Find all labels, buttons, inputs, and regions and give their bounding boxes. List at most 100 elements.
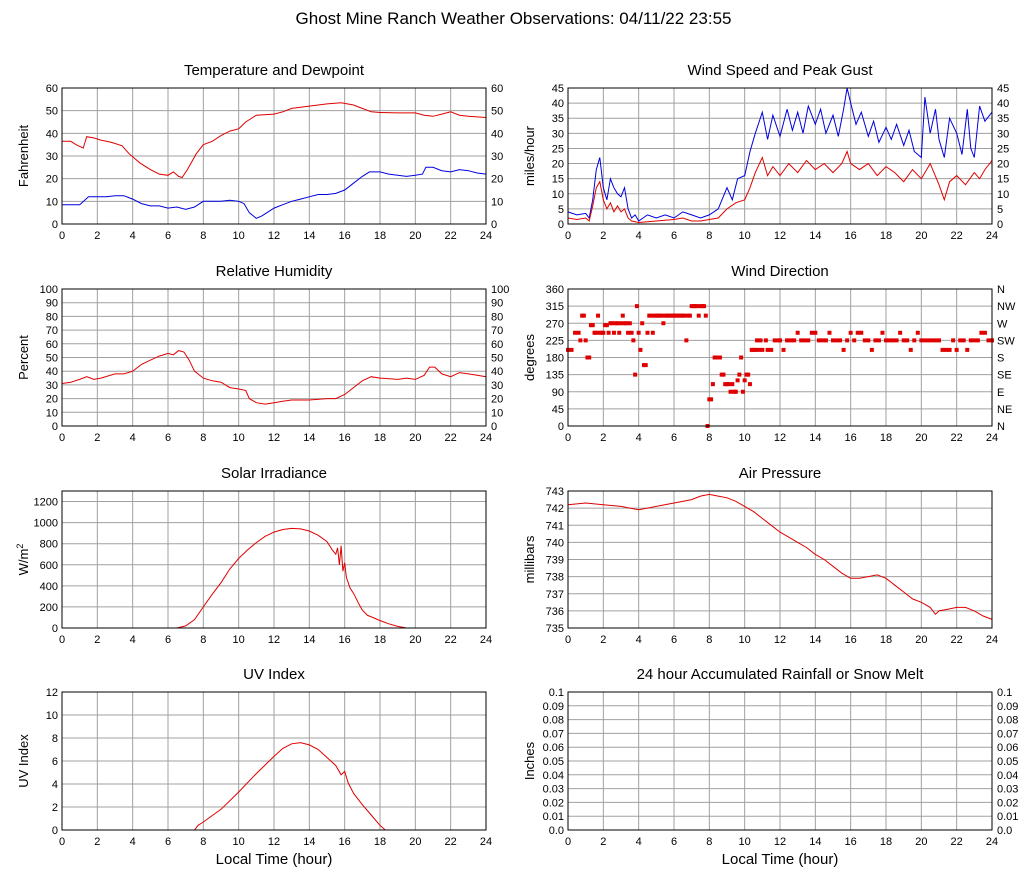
y-tick-label: 800 [40,539,58,551]
x-tick-label: 16 [339,836,351,848]
y-tick-label: 40 [46,128,58,140]
right-tick-label: 0.08 [997,715,1018,727]
wind-direction-point [733,389,738,394]
wind-direction-point [581,313,586,318]
wind-direction-point [968,338,973,343]
right-tick-label: N [997,421,1005,433]
right-tick-label: 90 [491,298,503,310]
y-tick-label: 20 [552,159,564,171]
rain-xlabel: Local Time (hour) [722,851,839,868]
wind-direction-point [710,382,715,387]
uv-plot-frame [61,691,487,831]
y-tick-label: 100 [40,284,58,296]
wind-direction-point [721,372,726,377]
wind-direction-point [643,363,648,368]
x-tick-label: 16 [845,432,857,444]
x-tick-label: 12 [268,634,280,646]
right-tick-label: 35 [997,113,1009,125]
x-tick-label: 6 [165,230,171,242]
x-tick-label: 8 [200,230,206,242]
x-tick-label: 18 [880,432,892,444]
right-tick-label: 60 [491,83,503,95]
y-tick-label: 5 [558,204,564,216]
wind-direction-point [702,304,707,309]
wind-direction-point [781,347,786,352]
wdir-title: Wind Direction [731,263,829,280]
x-tick-label: 6 [671,432,677,444]
right-tick-label: 0 [491,421,497,433]
wind-direction-point [831,338,835,343]
right-tick-label: 0 [491,219,497,231]
wind-direction-point [947,347,952,352]
right-tick-label: 0.06 [997,742,1018,754]
x-tick-label: 24 [986,432,998,444]
y-tick-label: 15 [552,174,564,186]
x-tick-label: 4 [130,432,136,444]
x-tick-label: 0 [565,836,571,848]
y-tick-label: 360 [546,284,564,296]
wind-direction-point [855,330,860,335]
wind-direction-point [735,378,740,383]
x-tick-label: 4 [130,634,136,646]
wind-direction-point [954,347,959,352]
x-tick-label: 6 [671,836,677,848]
right-tick-label: 0.1 [997,687,1012,699]
x-tick-label: 4 [636,230,642,242]
wind-direction-point [919,338,924,343]
x-tick-label: 14 [303,836,315,848]
wind-direction-point [594,330,599,335]
x-tick-label: 22 [445,432,457,444]
y-tick-label: 30 [552,128,564,140]
x-tick-label: 20 [409,230,421,242]
wind-direction-point [944,347,949,352]
x-tick-label: 16 [339,230,351,242]
wind-direction-point [620,313,625,318]
y-tick-label: 0.0 [549,825,564,837]
y-tick-label: 70 [46,325,58,337]
right-tick-label: 5 [997,204,1003,216]
right-tick-label: 30 [491,380,503,392]
wind-title: Wind Speed and Peak Gust [687,62,873,79]
pressure-ylabel: millibars [522,535,537,583]
y-tick-label: 0.09 [543,701,564,713]
wind-direction-point [887,338,892,343]
x-tick-label: 4 [636,634,642,646]
wind-direction-point [845,338,850,343]
right-tick-label: 25 [997,143,1009,155]
x-tick-label: 2 [600,634,606,646]
wind-direction-point [940,347,945,352]
y-tick-label: 200 [40,602,58,614]
y-tick-label: 0.03 [543,784,564,796]
right-tick-label: N [997,284,1005,296]
wind-direction-point [717,355,722,360]
wind-direction-point [615,321,620,326]
wind-direction-point [880,330,885,335]
rain-ylabel: Inches [522,741,537,780]
wind-direction-point [728,389,733,394]
wind-direction-point [862,338,867,343]
wind-direction-point [687,313,692,318]
wdir-ylabel: degrees [522,334,537,381]
wind-direction-point [573,330,578,335]
x-tick-label: 0 [59,432,65,444]
right-tick-label: 45 [997,83,1009,95]
y-tick-label: 10 [46,407,58,419]
solar-ylabel: W/m2 [15,544,31,576]
x-tick-label: 10 [233,634,245,646]
x-tick-label: 8 [706,836,712,848]
wind-direction-point [755,338,760,343]
wind-direction-point [576,330,581,335]
right-tick-label: 0.03 [997,784,1018,796]
x-tick-label: 14 [303,230,315,242]
wind-direction-point [891,338,896,343]
right-tick-label: 20 [997,159,1009,171]
y-tick-label: 741 [546,520,564,532]
x-tick-label: 0 [59,230,65,242]
right-tick-label: NE [997,404,1012,416]
x-tick-label: 14 [809,634,821,646]
y-tick-label: 80 [46,311,58,323]
wind-direction-point [629,330,634,335]
x-tick-label: 18 [374,634,386,646]
x-tick-label: 2 [94,230,100,242]
